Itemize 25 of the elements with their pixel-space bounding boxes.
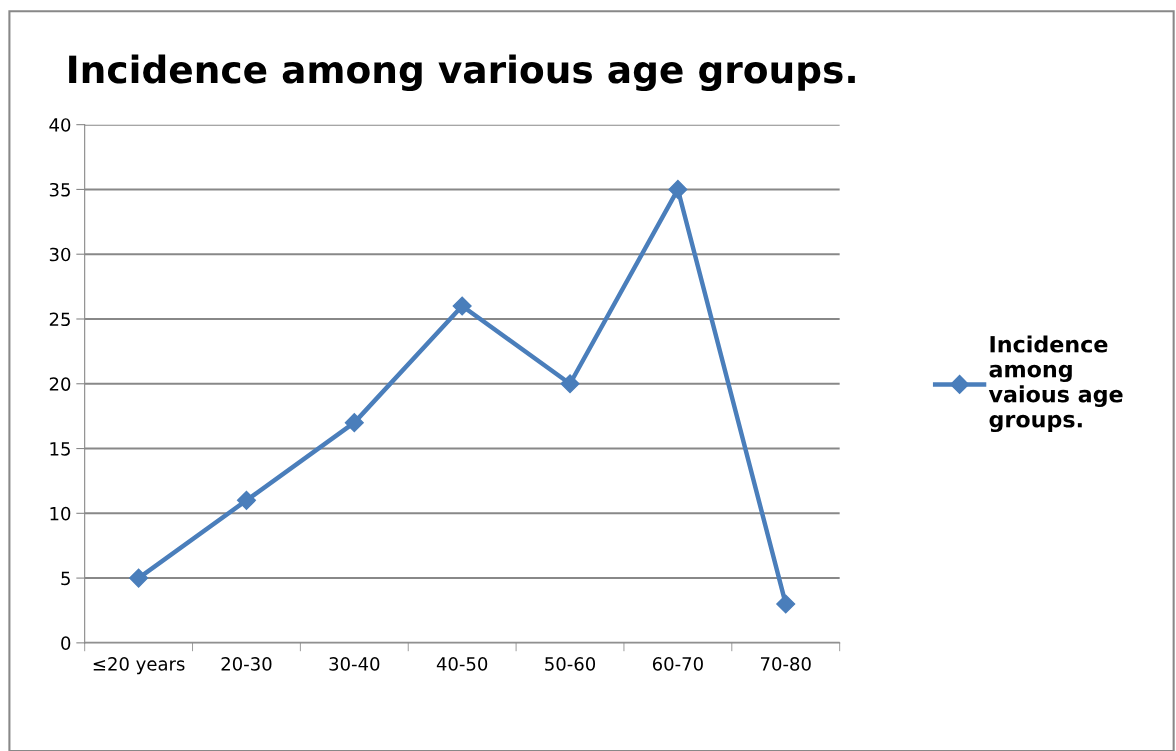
y-tick-label: 15 xyxy=(50,442,70,456)
point xyxy=(236,490,256,510)
x-tick-label: 30-40 xyxy=(329,657,380,671)
point xyxy=(344,413,364,433)
y-tick-label: 5 xyxy=(61,571,70,586)
y-tick-label: 0 xyxy=(61,636,71,650)
x-tick-label: 40-50 xyxy=(436,657,488,671)
y-tick-label: 20 xyxy=(49,377,71,391)
y-tick-label: 10 xyxy=(50,506,71,521)
y-tick-label: 40 xyxy=(49,118,71,132)
point xyxy=(452,296,472,316)
chart-title: Incidence among various age groups. xyxy=(69,54,855,92)
y-tick-label: 25 xyxy=(49,312,70,327)
point xyxy=(560,374,580,394)
x-tick-label: 20-30 xyxy=(221,657,272,671)
y-tick-label: 35 xyxy=(49,182,70,197)
point xyxy=(668,179,688,199)
point xyxy=(776,594,796,614)
y-tick-label: 30 xyxy=(49,247,71,262)
point xyxy=(129,568,149,588)
x-tick-label: 60-70 xyxy=(652,657,703,671)
x-tick-label: 70-80 xyxy=(760,657,811,671)
legend-label: Incidence among vaious age groups. xyxy=(988,335,1123,433)
x-tick-label: ≤20 years xyxy=(93,657,185,675)
x-tick-label: 50-60 xyxy=(545,657,596,671)
